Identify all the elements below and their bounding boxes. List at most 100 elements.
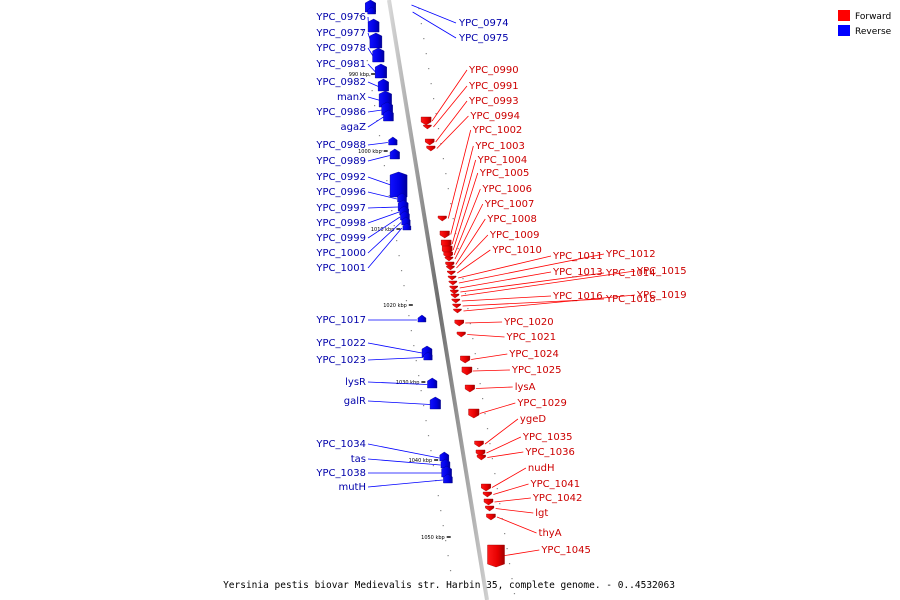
reverse-gene-label: YPC_0975 (458, 33, 509, 44)
forward-gene (461, 366, 473, 376)
forward-leader (467, 334, 505, 338)
track-dot (477, 368, 479, 370)
reverse-gene-label: YPC_1022 (315, 338, 366, 349)
tick-label: 1000 kbp (358, 149, 382, 155)
track-dot (452, 218, 454, 220)
forward-gene-label: YPC_1003 (474, 141, 525, 152)
reverse-gene-label: YPC_0988 (315, 140, 366, 151)
forward-leader (458, 253, 605, 284)
track-dot (428, 68, 430, 70)
forward-gene (474, 440, 484, 448)
track-dot (499, 503, 501, 505)
forward-gene-label: YPC_1016 (552, 291, 603, 302)
track-dot (430, 450, 432, 452)
tick-label: 990 kbp (349, 72, 369, 78)
track-dot (445, 540, 447, 542)
forward-gene-label: YPC_1042 (532, 493, 583, 504)
reverse-gene (383, 109, 394, 122)
forward-gene-label: nudH (528, 463, 555, 474)
track-dot (484, 413, 486, 415)
track-dot (442, 158, 445, 160)
forward-gene-label: YPC_1007 (484, 199, 535, 210)
forward-gene-label: YPC_1021 (506, 332, 557, 343)
track-dot (440, 143, 442, 145)
leader-lines (367, 4, 636, 557)
forward-gene-label: YPC_1005 (479, 168, 530, 179)
forward-leader (435, 100, 468, 143)
forward-gene (447, 270, 456, 276)
reverse-leader (367, 357, 424, 361)
forward-gene-label: lysA (515, 382, 536, 393)
forward-gene-label: YPC_0993 (468, 96, 519, 107)
reverse-gene (402, 222, 412, 231)
track-dot (403, 285, 405, 287)
reverse-gene (417, 314, 427, 323)
forward-gene-label: YPC_1029 (516, 398, 567, 409)
track-dot (474, 353, 476, 355)
forward-leader (453, 188, 481, 256)
reverse-gene-label: lysR (345, 377, 366, 388)
reverse-gene (372, 47, 385, 63)
reverse-gene-label: YPC_1000 (315, 248, 366, 259)
reverse-gene (367, 18, 380, 33)
forward-gene-label: YPC_1010 (491, 245, 542, 256)
track-dot (396, 240, 398, 242)
forward-gene (425, 138, 435, 146)
reverse-leader (367, 176, 394, 187)
track-dot (410, 330, 412, 332)
forward-leader (472, 369, 510, 372)
forward-gene (482, 491, 492, 498)
reverse-gene (389, 148, 400, 160)
reverse-leader (367, 479, 443, 488)
forward-gene (452, 303, 461, 309)
forward-gene-label: YPC_1008 (486, 214, 537, 225)
gene-glyphs (365, 0, 505, 568)
forward-gene (443, 251, 453, 259)
forward-gene-label: YPC_1002 (472, 125, 523, 136)
forward-gene-label: YPC_1012 (605, 249, 656, 260)
track-dot (501, 518, 503, 520)
track-dot (464, 293, 467, 295)
forward-gene-label: YPC_1011 (552, 251, 603, 262)
forward-gene-label: YPC_1020 (503, 317, 554, 328)
forward-gene (483, 498, 494, 506)
reverse-gene-label: YPC_1001 (315, 263, 366, 274)
track-dot (374, 105, 376, 107)
reverse-gene-label: YPC_0976 (315, 12, 366, 23)
reverse-leader (367, 81, 379, 87)
track-dot (506, 548, 508, 550)
track-dot (469, 323, 471, 325)
forward-leader (450, 145, 474, 235)
forward-gene-label: YPC_1004 (477, 155, 528, 166)
forward-leader (431, 69, 468, 122)
track-dot (479, 383, 481, 385)
tick-label: 1020 kbp (383, 303, 407, 309)
reverse-gene-label: YPC_0977 (315, 28, 366, 39)
reverse-gene-label: mutH (338, 482, 366, 493)
reverse-leader (367, 63, 377, 73)
forward-gene-label: YPC_0994 (469, 111, 520, 122)
reverse-gene-label: YPC_0997 (315, 203, 366, 214)
track-dot (378, 135, 381, 137)
track-dot (427, 435, 430, 437)
reverse-leader (367, 109, 383, 113)
reverse-leader (367, 458, 441, 466)
track-dot (437, 128, 440, 130)
track-dot (371, 90, 373, 92)
track-dot (467, 308, 469, 310)
forward-leader (456, 234, 489, 269)
reverse-leader (367, 400, 431, 405)
forward-gene (444, 256, 454, 262)
forward-gene (426, 145, 436, 152)
forward-gene (439, 230, 450, 239)
forward-gene (486, 513, 496, 521)
forward-gene-label: lgt (535, 508, 548, 519)
reverse-leader (367, 227, 403, 269)
track-dot (420, 23, 422, 25)
track-dot (408, 315, 410, 317)
track-dot (425, 420, 427, 422)
reverse-gene (429, 396, 441, 410)
track-dot (511, 578, 513, 580)
forward-gene-label: YPC_0991 (468, 81, 519, 92)
